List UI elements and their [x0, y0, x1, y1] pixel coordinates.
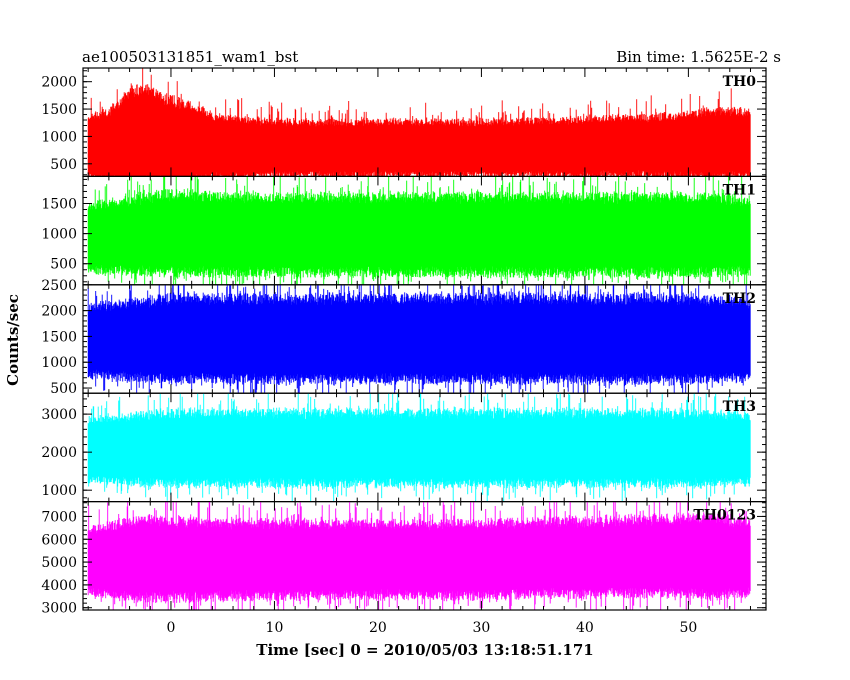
bin-time-label: Bin time: 1.5625E-2 s: [616, 48, 781, 66]
panel-label: TH1: [723, 182, 756, 198]
x-tick-label: 40: [576, 620, 594, 636]
panel-th2: 500 1000 1500 2000 2500 TH2: [41, 278, 767, 397]
y-tick-label: 2000: [41, 445, 77, 461]
y-tick-label: 500: [50, 257, 77, 273]
plot-title: ae100503131851_wam1_bst: [82, 48, 298, 66]
y-tick-label: 500: [50, 157, 77, 173]
x-tick-label: 30: [473, 620, 491, 636]
y-tick-label: 4000: [41, 578, 77, 594]
y-tick-label: 2000: [41, 75, 77, 91]
y-tick-label: 1000: [41, 129, 77, 145]
trace-th3: [87, 393, 751, 502]
trace-th2: [87, 284, 751, 394]
panel-label: TH0123: [693, 508, 756, 524]
panel-th0123: 3000 4000 5000 6000 7000 TH0123: [41, 501, 767, 617]
y-tick-label: 1000: [41, 355, 77, 371]
trace-th0123: [87, 501, 751, 611]
panel-label: TH0: [723, 74, 757, 90]
trace-th1: [87, 176, 751, 285]
panel-frame: [82, 501, 767, 611]
y-tick-label: 1000: [41, 227, 77, 243]
x-tick-label: 20: [369, 620, 387, 636]
y-tick-label: 1500: [41, 102, 77, 118]
y-tick-label: 2000: [41, 304, 77, 320]
y-tick-label: 2500: [41, 278, 77, 294]
y-tick-label: 1000: [41, 483, 77, 499]
x-tick-label: 0: [167, 620, 176, 636]
x-tick-label: 10: [266, 620, 284, 636]
y-tick-label: 1500: [41, 197, 77, 213]
y-tick-label: 500: [50, 381, 77, 397]
panel-label: TH3: [723, 399, 756, 415]
panel-th0: 500 1000 1500 2000 TH0: [41, 67, 767, 178]
y-tick-label: 5000: [41, 555, 77, 571]
y-tick-label: 1500: [41, 329, 77, 345]
y-tick-label: 7000: [41, 509, 77, 525]
x-axis-label: Time [sec] 0 = 2010/05/03 13:18:51.171: [256, 641, 593, 659]
y-tick-label: 6000: [41, 532, 77, 548]
y-tick-label: 3000: [41, 601, 77, 617]
y-axis-label: Counts/sec: [4, 294, 22, 386]
panel-th3: 1000 2000 3000 TH3: [41, 392, 767, 503]
x-tick-label: 50: [679, 620, 697, 636]
panel-label: TH2: [723, 291, 756, 307]
panel-th1: 500 1000 1500 TH1: [41, 175, 767, 286]
y-tick-label: 3000: [41, 407, 77, 423]
trace-th0: [87, 68, 751, 177]
